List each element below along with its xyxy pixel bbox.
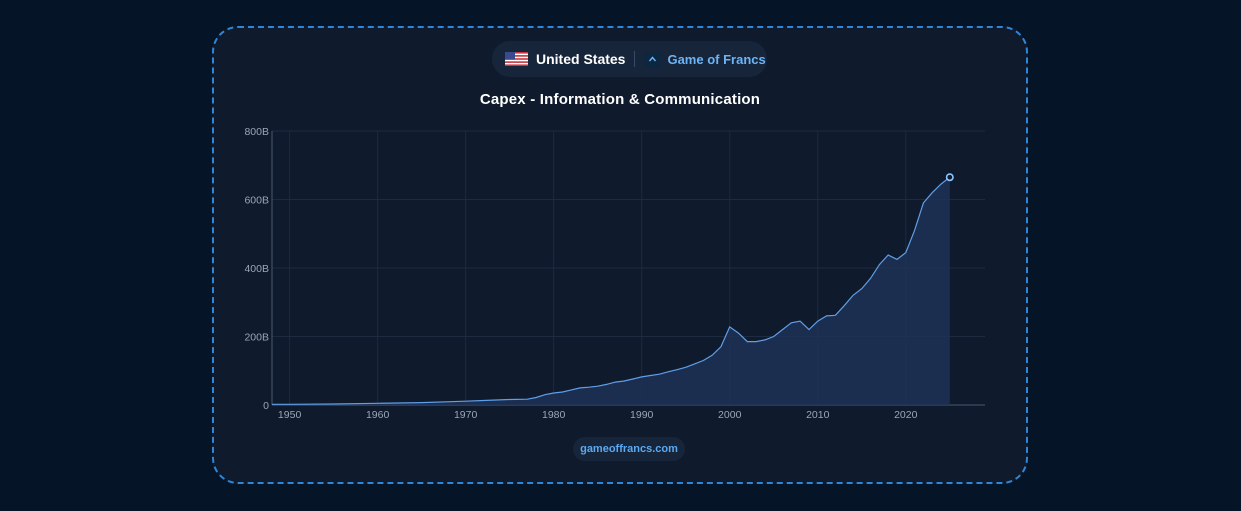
chart-card xyxy=(212,26,1028,484)
x-tick-label: 1990 xyxy=(630,409,654,421)
y-tick-label: 600B xyxy=(244,195,269,207)
brand-logo-icon xyxy=(644,50,662,68)
y-tick-label: 0 xyxy=(263,400,269,412)
chart-title: Capex - Information & Communication xyxy=(479,91,761,108)
last-point-marker xyxy=(945,173,954,182)
x-tick-label: 1950 xyxy=(278,409,302,421)
x-tick-label: 1980 xyxy=(542,409,566,421)
brand-link[interactable]: Game of Francs xyxy=(667,51,766,67)
x-tick-label: 1960 xyxy=(366,409,390,421)
y-tick-label: 200B xyxy=(244,332,269,344)
us-flag-icon xyxy=(505,52,528,66)
y-tick-label: 800B xyxy=(244,126,269,138)
header-divider xyxy=(634,51,636,67)
x-tick-label: 2000 xyxy=(718,409,742,421)
y-tick-label: 400B xyxy=(244,263,269,275)
source-link[interactable]: gameoffrancs.com xyxy=(573,437,685,461)
x-tick-label: 1970 xyxy=(454,409,478,421)
header-pill: United States Game of Francs xyxy=(492,41,767,77)
series-area xyxy=(272,177,950,405)
x-tick-label: 2010 xyxy=(806,409,830,421)
country-name: United States xyxy=(536,51,626,67)
x-tick-label: 2020 xyxy=(894,409,918,421)
series-line xyxy=(272,176,951,405)
